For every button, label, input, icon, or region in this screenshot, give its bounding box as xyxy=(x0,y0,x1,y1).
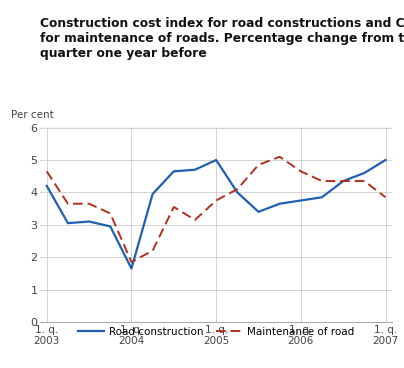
Maintenance of road xyxy=(129,260,134,264)
Maintenance of road xyxy=(171,205,176,209)
Maintenance of road xyxy=(341,179,345,183)
Maintenance of road xyxy=(235,187,240,191)
Road construction xyxy=(214,158,219,162)
Maintenance of road xyxy=(87,202,92,206)
Legend: Road construction, Maintenance of road: Road construction, Maintenance of road xyxy=(74,323,359,341)
Maintenance of road xyxy=(299,169,303,174)
Road construction xyxy=(277,202,282,206)
Maintenance of road xyxy=(193,218,198,222)
Maintenance of road xyxy=(150,248,155,253)
Road construction xyxy=(341,179,345,183)
Road construction xyxy=(299,198,303,203)
Maintenance of road xyxy=(44,169,49,174)
Road construction xyxy=(171,169,176,174)
Text: Per cent: Per cent xyxy=(11,110,53,120)
Line: Road construction: Road construction xyxy=(47,160,385,269)
Road construction xyxy=(256,210,261,214)
Maintenance of road xyxy=(214,198,219,203)
Road construction xyxy=(193,167,198,172)
Maintenance of road xyxy=(65,202,70,206)
Road construction xyxy=(150,192,155,196)
Maintenance of road xyxy=(108,211,113,216)
Road construction xyxy=(235,190,240,195)
Maintenance of road xyxy=(320,179,324,183)
Road construction xyxy=(87,219,92,224)
Road construction xyxy=(44,184,49,188)
Maintenance of road xyxy=(383,195,388,199)
Text: Construction cost index for road constructions and Cost index
for maintenance of: Construction cost index for road constru… xyxy=(40,17,404,60)
Road construction xyxy=(129,266,134,271)
Road construction xyxy=(65,221,70,225)
Maintenance of road xyxy=(256,163,261,167)
Road construction xyxy=(320,195,324,199)
Maintenance of road xyxy=(277,155,282,159)
Road construction xyxy=(362,171,367,175)
Maintenance of road xyxy=(362,179,367,183)
Road construction xyxy=(108,224,113,229)
Road construction xyxy=(383,158,388,162)
Line: Maintenance of road: Maintenance of road xyxy=(47,157,385,262)
